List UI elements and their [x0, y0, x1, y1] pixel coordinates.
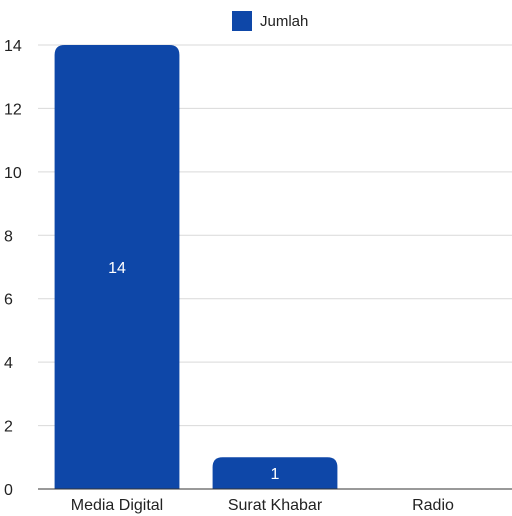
x-tick-label: Radio [412, 497, 454, 514]
legend-label: Jumlah [260, 13, 308, 30]
axes: 0 2 4 6 8 10 12 14 Media Digital Surat Khabar Radi… [4, 38, 512, 514]
y-tick-label: 10 [4, 165, 22, 182]
legend-swatch [232, 11, 252, 31]
y-tick-label: 4 [4, 355, 13, 372]
bar-surat-khabar [212, 457, 338, 489]
y-tick-label: 12 [4, 101, 22, 118]
bars: 14 1 [54, 45, 338, 489]
y-tick-label: 6 [4, 292, 13, 309]
x-tick-label: Media Digital [71, 497, 163, 514]
legend: Jumlah [232, 11, 308, 31]
x-tick-label: Surat Khabar [228, 497, 323, 514]
data-label: 14 [108, 260, 126, 277]
y-tick-label: 0 [4, 482, 13, 499]
bar-media-digital [54, 45, 180, 489]
y-tick-label: 14 [4, 38, 22, 55]
y-tick-label: 8 [4, 228, 13, 245]
y-tick-label: 2 [4, 419, 13, 436]
data-label: 1 [271, 466, 280, 483]
